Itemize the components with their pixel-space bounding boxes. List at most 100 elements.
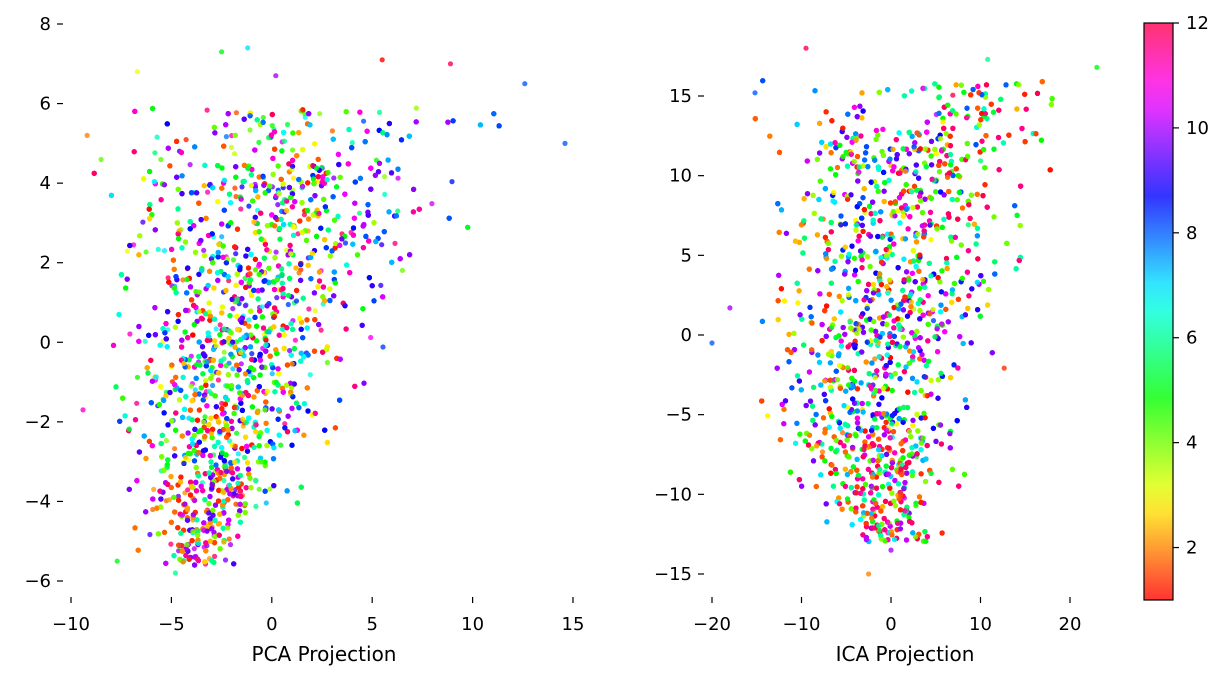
pca-point [290,157,296,163]
pca-point [382,191,388,197]
pca-point [251,394,257,400]
pca-point [171,494,177,500]
pca-point [227,313,233,319]
pca-point [271,483,277,489]
pca-point [289,163,296,169]
pca-point [170,257,176,263]
pca-point [286,261,292,267]
pca-point [209,481,215,487]
pca-point [350,241,356,247]
pca-point [202,162,208,168]
pca-point [230,257,237,263]
pca-point [235,384,241,390]
pca-point [269,371,275,377]
pca-point [230,306,236,312]
pca-point [283,382,290,388]
pca-point [134,374,140,380]
pca-point [224,416,230,422]
pca-point [325,227,331,233]
pca-point [286,292,292,299]
pca-point [126,486,132,492]
pca-point [235,451,241,457]
pca-point [203,215,209,221]
pca-point [244,460,251,466]
pca-point [310,163,316,169]
pca-point [298,350,304,356]
pca-point [286,184,292,191]
pca-point [215,439,221,445]
pca-point [195,540,201,547]
pca-point [185,335,191,341]
pca-point [136,323,142,330]
pca-point [179,173,185,179]
pca-point [356,210,363,216]
pca-point [135,547,141,553]
pca-point [270,155,276,161]
pca-point [204,428,211,434]
pca-point [331,175,337,181]
pca-point [361,380,367,386]
pca-point [228,330,234,336]
pca-point [209,526,215,532]
pca-point [175,493,181,499]
pca-point [311,181,317,187]
pca-point [256,443,262,449]
pca-point [221,177,227,183]
pca-point [254,338,260,344]
pca-point [263,399,269,405]
pca-point [273,249,279,255]
pca-point [318,327,324,333]
pca-point [296,176,302,183]
pca-point [324,359,330,366]
pca-point [178,149,184,156]
pca-point [249,404,255,410]
pca-point [185,487,191,493]
pca-point [184,276,190,282]
pca-point [256,486,262,492]
pca-point [233,193,239,200]
pca-point [395,166,401,172]
pca-point [258,210,264,216]
pca-point [206,388,212,394]
pca-point [200,448,206,454]
pca-point [259,364,265,370]
pca-point [337,174,343,180]
pca-point [179,433,185,439]
pca-point [368,334,374,341]
pca-point [320,174,326,180]
pca-point [147,216,153,222]
pca-point [304,207,310,214]
pca-point [262,407,268,413]
pca-point [349,145,355,151]
pca-point [360,306,366,312]
pca-point [319,179,325,185]
pca-point [208,367,214,374]
pca-point [291,381,297,387]
pca-point [343,109,349,115]
pca-point [298,358,304,364]
pca-point [131,149,137,155]
pca-point [202,414,208,420]
pca-point [315,284,321,290]
pca-point [315,174,321,180]
pca-point [203,540,209,546]
pca-point [290,130,296,136]
pca-point [232,443,238,449]
pca-point [192,387,198,393]
pca-point [217,511,223,517]
pca-point [247,271,253,277]
pca-point [278,216,284,222]
pca-point [257,308,263,314]
pca-point [189,297,195,303]
pca-point [176,497,182,503]
pca-point [210,426,216,432]
pca-point [259,304,265,310]
pca-point [124,276,130,282]
pca-point [362,139,368,145]
pca-point [210,382,216,389]
pca-point [172,446,178,452]
pca-point [237,501,243,507]
pca-point [216,487,222,493]
pca-point [215,498,222,504]
